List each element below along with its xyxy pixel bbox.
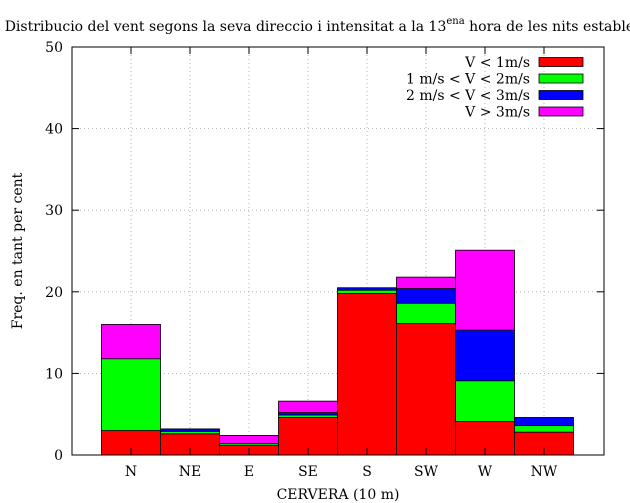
- y-tick-label: 50: [45, 40, 63, 56]
- y-tick-label: 10: [45, 366, 63, 382]
- bar-sw-series-1: [396, 323, 456, 456]
- x-tick-label-n: N: [125, 464, 137, 480]
- bar-s-series-3: [337, 287, 397, 291]
- bar-ne-series-3: [160, 428, 220, 432]
- x-tick-label-nw: NW: [531, 464, 558, 480]
- y-tick-label: 0: [54, 448, 63, 464]
- bar-se-series-4: [278, 400, 338, 413]
- x-tick-label-w: W: [478, 464, 493, 480]
- bar-s-series-1: [337, 293, 397, 456]
- bar-sw-series-4: [396, 276, 456, 289]
- bar-nw-series-3: [514, 417, 574, 427]
- bar-w-series-4: [455, 249, 515, 331]
- x-tick-label-se: SE: [298, 464, 318, 480]
- x-tick-label-ne: NE: [179, 464, 201, 480]
- y-tick-label: 20: [45, 285, 63, 301]
- y-tick-label: 40: [45, 122, 63, 138]
- x-tick-label-e: E: [244, 464, 254, 480]
- legend-swatch-3: [538, 90, 584, 100]
- chart-title-main: Distribucio del vent segons la seva dire…: [5, 19, 447, 35]
- bar-n-series-2: [101, 358, 161, 431]
- legend-label-4: V > 3m/s: [464, 105, 530, 121]
- bars: [101, 249, 574, 456]
- bar-s-series-2: [337, 289, 397, 294]
- legend-label-1: V < 1m/s: [464, 55, 530, 71]
- legend-label-2: 1 m/s < V < 2m/s: [406, 72, 530, 88]
- x-tick-label-sw: SW: [414, 464, 439, 480]
- x-axis-label: CERVERA (10 m): [277, 487, 400, 503]
- bar-w-series-2: [455, 380, 515, 422]
- bar-sw-series-2: [396, 302, 456, 325]
- legend-swatch-2: [538, 73, 584, 84]
- y-tick-label: 30: [45, 203, 63, 219]
- legend-swatch-1: [538, 57, 584, 67]
- legend: V < 1m/s1 m/s < V < 2m/s2 m/s < V < 3m/s…: [406, 55, 584, 121]
- y-axis-label: Freq. en tant per cent: [10, 172, 26, 329]
- legend-swatch-4: [538, 106, 584, 117]
- bar-e-series-4: [219, 435, 279, 444]
- plot-frame: [71, 46, 605, 456]
- chart-title: Distribucio del vent segons la seva dire…: [5, 16, 630, 35]
- legend-label-3: 2 m/s < V < 3m/s: [406, 88, 530, 104]
- bar-w-series-3: [455, 329, 515, 382]
- bar-sw-series-3: [396, 288, 456, 304]
- x-tick-label-s: S: [362, 464, 372, 480]
- axis-ticks: 0 10 20 30 40 50 N NE E SE S SW W NW: [45, 40, 604, 480]
- bar-n-series-4: [101, 324, 161, 360]
- bar-nw-series-2: [514, 425, 574, 433]
- chart-title-superscript: ena: [446, 16, 464, 27]
- chart-title-end: hora de les nits estables: [465, 19, 630, 35]
